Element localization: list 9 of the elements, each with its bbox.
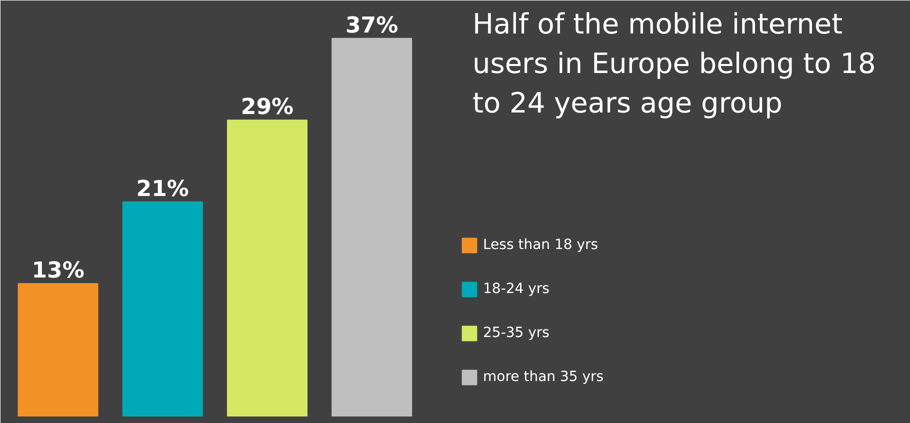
data-label: 21% <box>136 176 189 202</box>
data-label: 37% <box>346 13 398 38</box>
legend-label: 18-24 yrs <box>483 281 550 297</box>
data-label: 13% <box>32 258 84 284</box>
legend-label: 25-35 yrs <box>483 325 550 341</box>
data-label: 29% <box>240 95 294 120</box>
legend-label: more than 35 yrs <box>483 369 604 385</box>
legend-label: Less than 18 yrs <box>483 237 598 253</box>
text: Half of the mobile internet users in Europe belong to 18 to 24 years age group <box>472 8 876 120</box>
